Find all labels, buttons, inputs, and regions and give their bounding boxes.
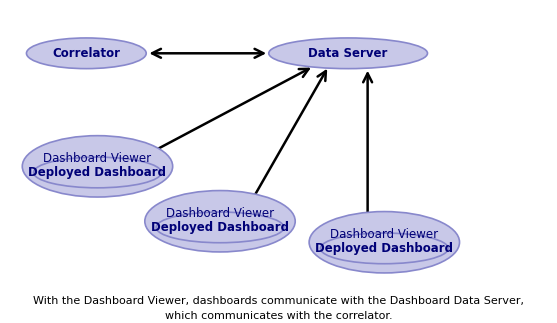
Ellipse shape (320, 233, 448, 264)
Ellipse shape (33, 157, 162, 188)
Ellipse shape (145, 191, 295, 252)
Ellipse shape (22, 136, 173, 197)
Ellipse shape (269, 38, 428, 69)
Text: Deployed Dashboard: Deployed Dashboard (28, 166, 167, 179)
Text: Dashboard Viewer: Dashboard Viewer (166, 207, 274, 220)
Text: Dashboard Viewer: Dashboard Viewer (43, 152, 152, 165)
Text: Dashboard Viewer: Dashboard Viewer (330, 228, 438, 241)
Text: With the Dashboard Viewer, dashboards communicate with the Dashboard Data Server: With the Dashboard Viewer, dashboards co… (33, 296, 524, 321)
Text: Deployed Dashboard: Deployed Dashboard (151, 221, 289, 234)
Text: Deployed Dashboard: Deployed Dashboard (315, 242, 453, 255)
Text: Correlator: Correlator (52, 47, 120, 60)
Ellipse shape (309, 212, 460, 273)
Text: Data Server: Data Server (309, 47, 388, 60)
Ellipse shape (26, 38, 146, 69)
Ellipse shape (156, 212, 284, 243)
